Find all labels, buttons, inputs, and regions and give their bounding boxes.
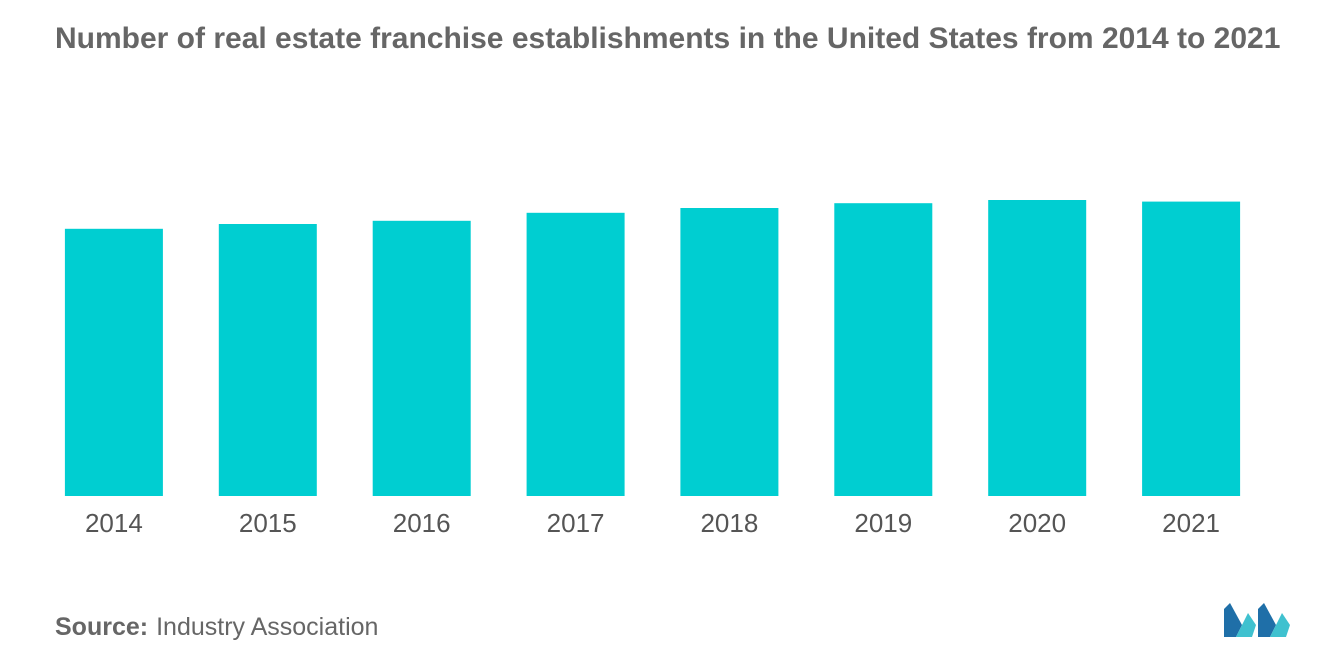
bar-2021 (1142, 201, 1241, 496)
bar-2014 (64, 228, 163, 497)
logo-middle-shape (1236, 613, 1256, 637)
bars-group (64, 200, 1241, 497)
x-tick-label-2014: 2014 (85, 508, 143, 538)
x-tick-label-2020: 2020 (1008, 508, 1066, 538)
logo-left-shape (1224, 603, 1242, 637)
bar-2020 (988, 200, 1087, 496)
x-tick-label-2019: 2019 (854, 508, 912, 538)
x-axis-labels: 2014 2015 2016 2017 2018 2019 2020 2021 (85, 508, 1220, 538)
source-value: Industry Association (156, 613, 379, 641)
x-tick-label-2017: 2017 (547, 508, 605, 538)
bar-2019 (834, 203, 933, 496)
logo-tail-shape (1270, 613, 1290, 637)
x-tick-label-2016: 2016 (393, 508, 451, 538)
bar-2015 (218, 224, 317, 496)
logo-right-shape (1258, 603, 1276, 637)
mordor-intelligence-logo-icon (1224, 603, 1290, 637)
x-tick-label-2018: 2018 (700, 508, 758, 538)
bar-2018 (680, 208, 779, 496)
x-tick-label-2015: 2015 (239, 508, 297, 538)
source-label: Source: (55, 613, 149, 641)
chart-title: Number of real estate franchise establis… (55, 22, 1281, 55)
source-note: Source: Industry Association (55, 613, 378, 642)
bar-2017 (526, 212, 625, 497)
x-tick-label-2021: 2021 (1162, 508, 1220, 538)
bar-2016 (372, 220, 471, 497)
